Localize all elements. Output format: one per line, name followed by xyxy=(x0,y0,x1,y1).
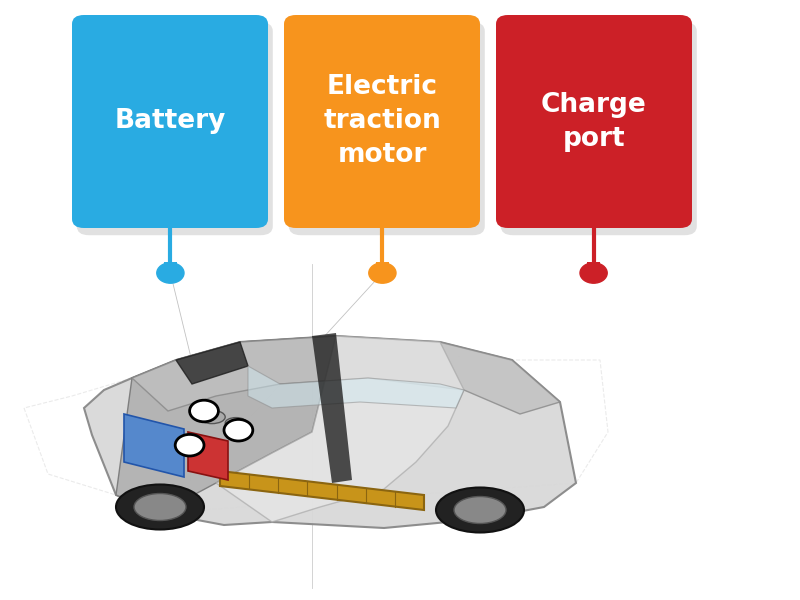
Text: Battery: Battery xyxy=(114,109,226,134)
Ellipse shape xyxy=(226,418,246,428)
Circle shape xyxy=(157,263,184,283)
FancyBboxPatch shape xyxy=(77,22,273,235)
FancyBboxPatch shape xyxy=(289,22,485,235)
FancyBboxPatch shape xyxy=(501,22,697,235)
Polygon shape xyxy=(116,336,336,513)
Ellipse shape xyxy=(454,497,506,523)
Polygon shape xyxy=(248,366,464,408)
Polygon shape xyxy=(188,432,228,480)
Ellipse shape xyxy=(436,487,524,533)
Polygon shape xyxy=(376,263,389,264)
Polygon shape xyxy=(84,336,576,528)
Polygon shape xyxy=(132,336,560,414)
Polygon shape xyxy=(587,263,600,264)
Circle shape xyxy=(175,434,204,456)
Polygon shape xyxy=(124,414,184,477)
Circle shape xyxy=(369,263,396,283)
Ellipse shape xyxy=(199,410,226,424)
Circle shape xyxy=(190,400,218,422)
Text: Electric
traction
motor: Electric traction motor xyxy=(323,74,441,169)
FancyBboxPatch shape xyxy=(72,15,268,228)
FancyBboxPatch shape xyxy=(284,15,480,228)
Polygon shape xyxy=(220,471,424,510)
Polygon shape xyxy=(312,333,352,483)
Polygon shape xyxy=(176,342,248,384)
Polygon shape xyxy=(216,336,464,522)
FancyBboxPatch shape xyxy=(496,15,692,228)
Ellipse shape xyxy=(134,493,186,520)
Circle shape xyxy=(580,263,607,283)
Ellipse shape xyxy=(116,485,204,529)
Text: Charge
port: Charge port xyxy=(541,91,647,151)
Circle shape xyxy=(224,419,253,441)
Polygon shape xyxy=(164,263,177,264)
